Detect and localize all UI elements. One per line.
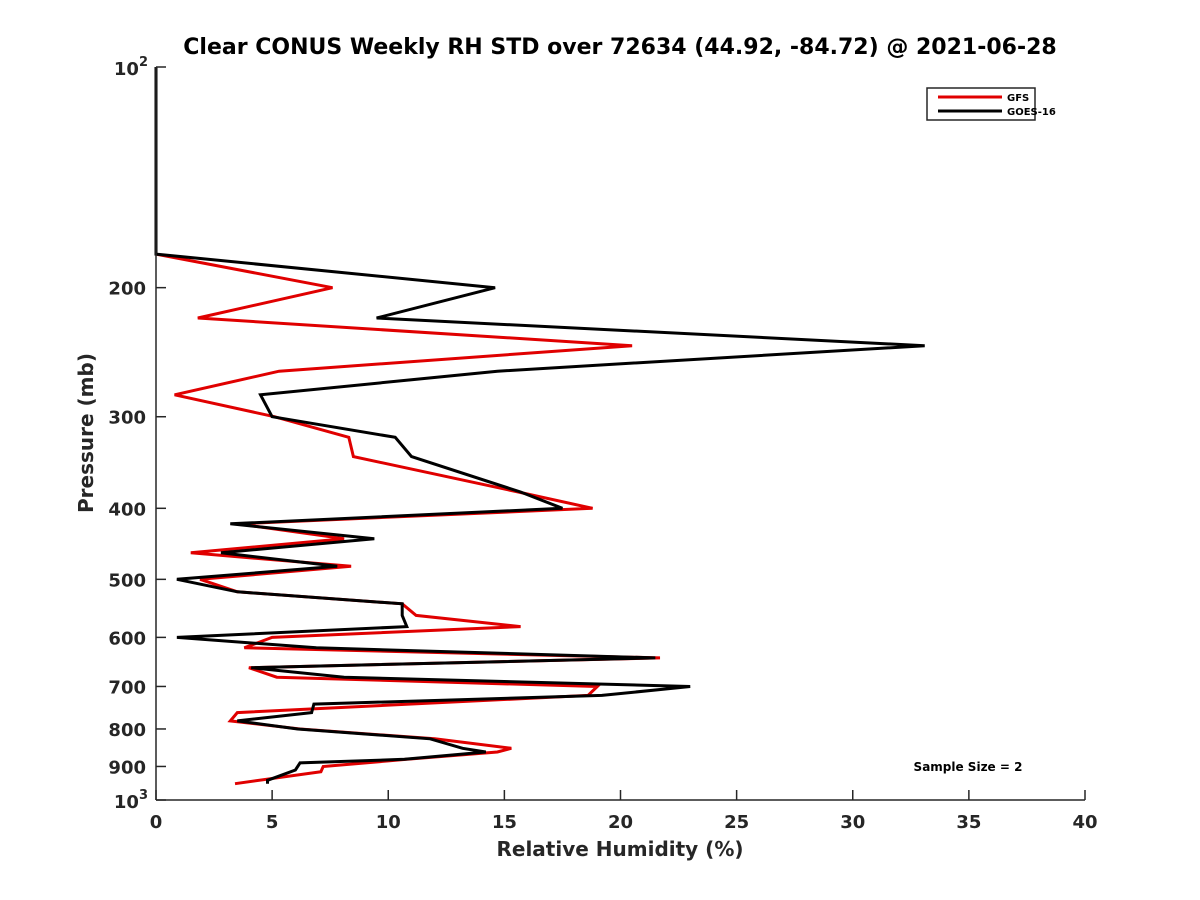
- sample-size-annotation: Sample Size = 2: [914, 760, 1023, 774]
- y-tick-label: 800: [108, 720, 146, 741]
- x-tick-label: 30: [840, 812, 865, 833]
- legend-box: [926, 87, 1036, 121]
- legend: GFS GOES-16: [926, 87, 1056, 121]
- x-tick-label: 10: [376, 812, 401, 833]
- chart-title: Clear CONUS Weekly RH STD over 72634 (44…: [183, 35, 1056, 60]
- y-tick-label: 103: [114, 788, 148, 813]
- x-tick-label: 40: [1072, 812, 1097, 833]
- x-tick-label: 5: [266, 812, 279, 833]
- legend-label-gfs: GFS: [1007, 93, 1029, 104]
- y-tick-label: 700: [108, 677, 146, 698]
- x-ticks: 0 5 10 15 20 25 30 35 40: [150, 790, 1098, 833]
- y-tick-label: 500: [108, 570, 146, 591]
- y-tick-label: 200: [108, 279, 146, 300]
- plot-area: 0 5 10 15 20 25 30 35 40 102 200 300 400 500 600 700 80…: [108, 55, 1097, 833]
- series-line-goes16: [154, 67, 925, 784]
- y-tick-label: 600: [108, 628, 146, 649]
- y-tick-label: 900: [108, 757, 146, 778]
- y-ticks: 102 200 300 400 500 600 700 800 900 103: [108, 55, 166, 813]
- x-tick-label: 0: [150, 812, 163, 833]
- x-tick-label: 25: [724, 812, 749, 833]
- x-tick-label: 35: [956, 812, 981, 833]
- x-tick-label: 15: [492, 812, 517, 833]
- x-tick-label: 20: [608, 812, 633, 833]
- y-tick-label: 400: [108, 499, 146, 520]
- series-layer: [154, 67, 925, 786]
- y-tick-label: 102: [114, 55, 148, 80]
- legend-label-goes16: GOES-16: [1007, 107, 1056, 118]
- x-axis-label: Relative Humidity (%): [496, 837, 743, 861]
- y-tick-label: 300: [108, 408, 146, 429]
- y-axis-label: Pressure (mb): [74, 353, 98, 513]
